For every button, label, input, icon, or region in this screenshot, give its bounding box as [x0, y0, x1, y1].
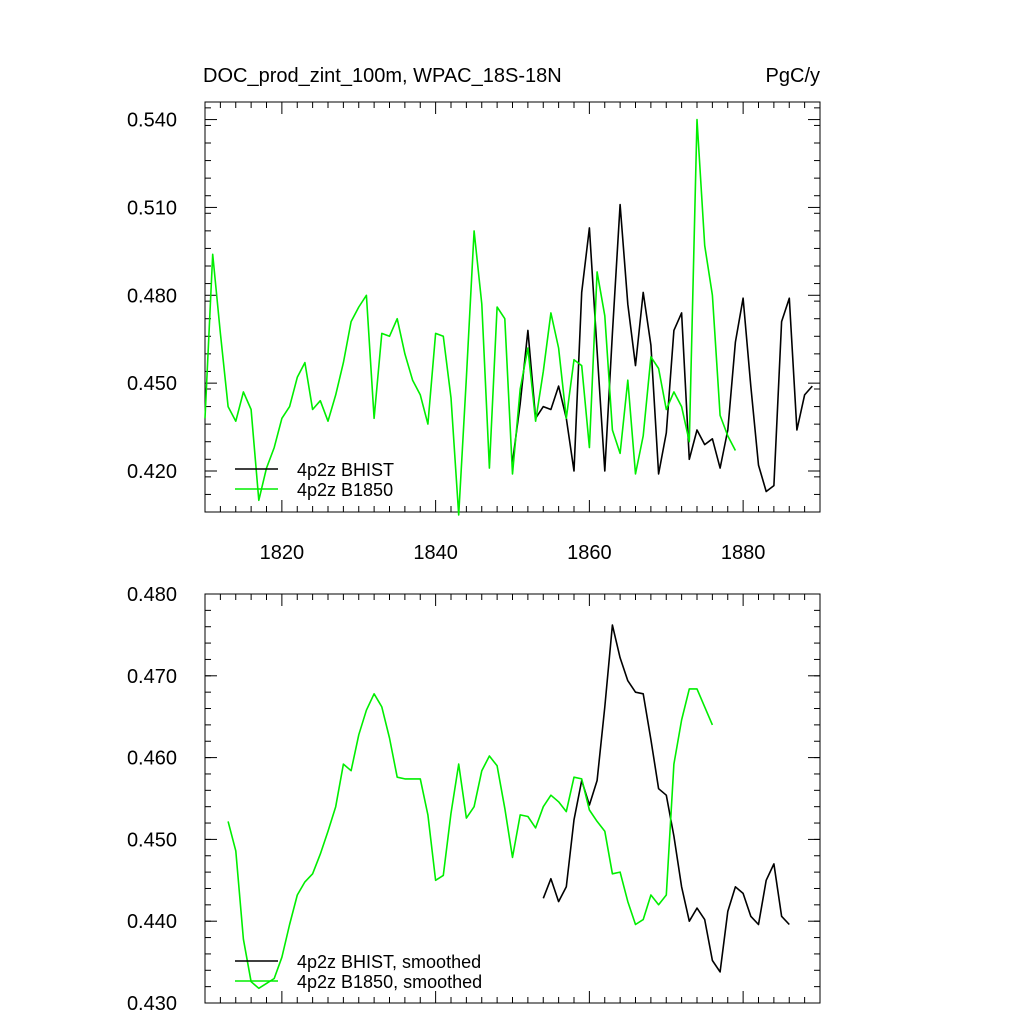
series-line-bhist	[542, 624, 790, 973]
y-tick-label: 0.420	[127, 461, 177, 483]
legend-label: 4p2z B1850, smoothed	[297, 972, 482, 992]
series-line-bhist	[511, 203, 813, 493]
legend-label: 4p2z BHIST	[297, 460, 394, 480]
chart-title: DOC_prod_zint_100m, WPAC_18S-18N	[203, 65, 562, 87]
x-tick-label: 1840	[413, 542, 458, 564]
y-tick-label: 0.480	[127, 285, 177, 307]
annual-panel: 1820 1840 1860 1880 0.420 0.450 0.480 0.510 0.54…	[127, 101, 821, 564]
chart-units: PgC/y	[766, 65, 820, 87]
x-tick-label: 1860	[567, 542, 612, 564]
x-tick-label: 1880	[721, 542, 766, 564]
y-tick-label: 0.450	[127, 373, 177, 395]
y-tick-label: 0.480	[127, 584, 177, 606]
y-tick-label: 0.440	[127, 911, 177, 933]
y-tick-label: 0.450	[127, 829, 177, 851]
y-tick-label: 0.460	[127, 748, 177, 770]
legend-label: 4p2z BHIST, smoothed	[297, 952, 481, 972]
smoothed-panel: 0.430 0.440 0.450 0.460 0.470 0.480 4p2z BHIST…	[127, 584, 821, 1015]
series-line-b1850	[227, 688, 714, 990]
plot-frame	[204, 101, 821, 513]
x-tick-label: 1820	[260, 542, 305, 564]
y-tick-label: 0.470	[127, 666, 177, 688]
plot-frame	[204, 593, 821, 1004]
y-tick-label: 0.510	[127, 197, 177, 219]
y-tick-label: 0.430	[127, 993, 177, 1015]
legend-label: 4p2z B1850	[297, 480, 393, 500]
y-tick-label: 0.540	[127, 110, 177, 132]
series-line-b1850	[204, 118, 737, 516]
